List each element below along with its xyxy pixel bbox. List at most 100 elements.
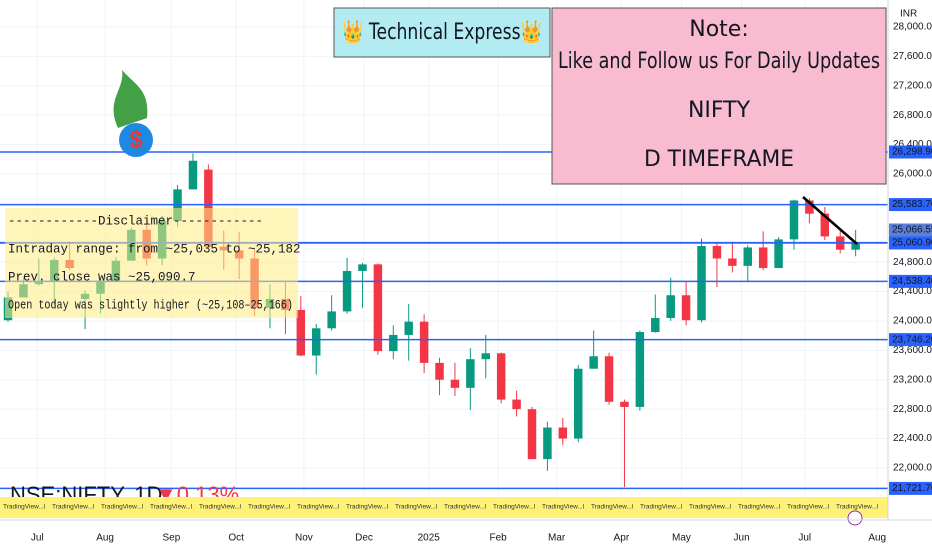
- disclaimer-line: Intraday range: from ~25,035 to ~25,182: [8, 242, 301, 256]
- y-tick-label: 24,800.00: [893, 257, 932, 268]
- x-tick-label: Jul: [31, 533, 44, 544]
- candle-body: [712, 245, 722, 259]
- axis-labels: 28,000.00 27,600.00 27,200.00 26,800.00 26,4…: [31, 22, 932, 544]
- banner-box: [333, 7, 551, 58]
- candle-body: [312, 328, 321, 356]
- svg-text:$: $: [129, 126, 143, 153]
- y-tick-label: 26,000.00: [893, 169, 932, 180]
- y-tick-label: 27,200.00: [893, 80, 932, 91]
- candle-body: [358, 264, 367, 271]
- alert-icon: [847, 510, 863, 526]
- logo-icon: $: [113, 70, 153, 157]
- level-tag: [889, 198, 932, 212]
- watermark-text: TradingView...l: [640, 504, 683, 511]
- candle-body: [805, 200, 814, 214]
- candle-body: [743, 247, 752, 266]
- candle-body: [697, 245, 706, 321]
- watermark-strip: [0, 497, 888, 518]
- watermark-text: TradingView...l: [52, 504, 95, 511]
- watermark-text: TradingView...l: [3, 504, 46, 511]
- x-tick-label: Oct: [228, 533, 244, 544]
- y-tick-label: 26,800.00: [893, 110, 932, 121]
- note-line: D TIMEFRAME: [644, 147, 794, 172]
- x-tick-label: Sep: [162, 533, 180, 544]
- candle-body: [681, 295, 691, 321]
- candle-body: [666, 295, 675, 319]
- level-tag: [889, 481, 932, 495]
- candle-body: [512, 399, 521, 410]
- y-tick-label: 24,000.00: [893, 316, 932, 327]
- disclaimer-box: [5, 208, 298, 318]
- watermark-text: TradingView...l: [248, 504, 291, 511]
- candle-body: [389, 334, 398, 352]
- candle-body: [774, 239, 783, 269]
- x-tick-label: Jul: [798, 533, 811, 544]
- candle-body: [758, 247, 768, 269]
- disclaimer-line: Prev. close was ~25,090.7: [8, 270, 196, 284]
- watermark-text: TradingView...l: [101, 504, 144, 511]
- y-tick-label: 22,000.00: [893, 463, 932, 474]
- watermark-text: TradingView...l: [542, 504, 585, 511]
- x-tick-label: Feb: [489, 533, 507, 544]
- candle-body: [573, 368, 583, 439]
- candle-body: [527, 409, 537, 460]
- candle-body: [373, 264, 383, 352]
- watermark-text: TradingView...l: [199, 504, 242, 511]
- banner-title: 👑 Technical Express👑: [342, 19, 542, 45]
- watermark-text: TradingView...l: [150, 504, 193, 511]
- candle-body: [327, 311, 336, 329]
- watermark-text: TradingView...l: [395, 504, 438, 511]
- candle-body: [496, 353, 506, 400]
- x-tick-label: Jun: [734, 533, 750, 544]
- candle-body: [820, 213, 830, 237]
- watermark-text: TradingView...l: [738, 504, 781, 511]
- candle-body: [604, 356, 614, 402]
- candle-body: [342, 270, 352, 312]
- watermark-text: TradingView...l: [689, 504, 732, 511]
- candle-body: [589, 356, 598, 369]
- y-tick-label: 22,400.00: [893, 433, 932, 444]
- x-tick-label: Mar: [548, 533, 566, 544]
- level-tag: [889, 145, 932, 159]
- x-tick-label: Nov: [295, 533, 313, 544]
- candle-body: [728, 258, 737, 266]
- candle-body: [651, 318, 660, 332]
- candle-body: [620, 401, 629, 407]
- candle-body: [435, 362, 444, 380]
- currency-label: INR: [900, 9, 917, 20]
- x-tick-label: Aug: [868, 533, 886, 544]
- level-tag: [889, 236, 932, 250]
- candle-body: [466, 359, 475, 388]
- watermark-text: TradingView...l: [591, 504, 634, 511]
- level-label: 26,298.90: [892, 147, 932, 158]
- level-tag: [889, 274, 932, 288]
- x-tick-label: 2025: [418, 533, 441, 544]
- note-line: Note:: [689, 17, 749, 42]
- candle-body: [419, 321, 429, 363]
- level-label: 24,538.40: [892, 276, 932, 287]
- x-tick-label: May: [672, 533, 691, 544]
- level-tag: [889, 333, 932, 347]
- candle-body: [481, 353, 491, 360]
- level-tag: [889, 223, 932, 237]
- candle-body: [296, 309, 306, 356]
- watermark-text: TradingView...l: [297, 504, 340, 511]
- level-label: 25,066.55: [892, 225, 932, 236]
- level-label: 21,721.70: [892, 483, 932, 494]
- watermark-text: TradingView...l: [493, 504, 536, 511]
- y-tick-label: 23,600.00: [893, 345, 932, 356]
- note-line: NIFTY: [688, 98, 751, 123]
- watermark-text: TradingView...l: [836, 504, 879, 511]
- candle-body: [789, 200, 799, 240]
- y-tick-label: 24,400.00: [893, 286, 932, 297]
- candle-body: [543, 427, 552, 460]
- watermark-text: TradingView...l: [346, 504, 389, 511]
- candle-body: [851, 242, 860, 250]
- x-tick-label: Aug: [96, 533, 114, 544]
- candle-body: [404, 321, 413, 335]
- note-line: Like and Follow us For Daily Updates: [558, 49, 880, 74]
- candle-body: [188, 160, 198, 190]
- disclaimer-line: Open today was slightly higher (~25,108–…: [8, 298, 293, 312]
- level-label: 25,583.70: [892, 199, 932, 210]
